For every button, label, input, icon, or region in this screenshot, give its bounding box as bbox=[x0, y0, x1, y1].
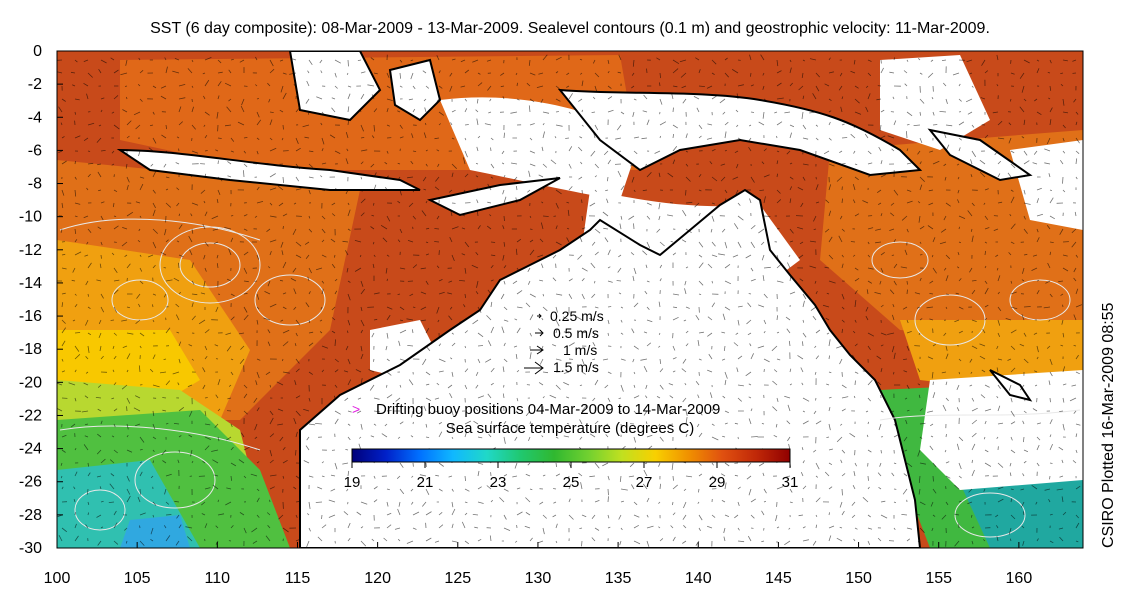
map-layers bbox=[57, 51, 1083, 548]
y-tick-label: -20 bbox=[19, 374, 42, 391]
x-tick-label: 125 bbox=[444, 570, 471, 587]
velocity-label-15: 1.5 m/s bbox=[553, 359, 599, 375]
y-tick-label: -14 bbox=[19, 275, 42, 292]
x-tick-label: 145 bbox=[765, 570, 792, 587]
x-tick-label: 155 bbox=[925, 570, 952, 587]
y-tick-label: -10 bbox=[19, 209, 42, 226]
y-tick-label: -18 bbox=[19, 341, 42, 358]
colorbar-tick-label: 23 bbox=[490, 474, 507, 491]
y-tick-label: -22 bbox=[19, 407, 42, 424]
arrow-05 bbox=[535, 329, 544, 337]
y-tick-label: -28 bbox=[19, 507, 42, 524]
y-tick-label: -8 bbox=[28, 176, 42, 193]
x-tick-label: 110 bbox=[205, 570, 231, 587]
colorbar-title: Sea surface temperature (degrees C) bbox=[446, 420, 694, 437]
y-tick-label: 0 bbox=[33, 43, 42, 60]
x-tick-label: 130 bbox=[525, 570, 552, 587]
y-tick-label: -2 bbox=[28, 76, 42, 93]
x-tick-label: 160 bbox=[1006, 570, 1033, 587]
colorbar-strip bbox=[351, 448, 791, 463]
new-caledonia-island bbox=[989, 369, 1033, 402]
buoy-legend: > Drifting buoy positions 04-Mar-2009 to… bbox=[352, 401, 720, 437]
java-island bbox=[116, 148, 421, 191]
velocity-legend: 0.25 m/s 0.5 m/s 1 m/s 1.5 m/s bbox=[524, 308, 604, 375]
x-tick-label: 120 bbox=[364, 570, 391, 587]
new-guinea-land bbox=[557, 88, 923, 177]
colorbar-tick-label: 31 bbox=[782, 474, 799, 491]
y-axis: 0 -2 -4 -6 -8 -10 -12 -14 -16 -18 -20 -22 -24 -26 -28 -… bbox=[19, 43, 63, 557]
velocity-label-025: 0.25 m/s bbox=[550, 308, 604, 324]
y-tick-label: -6 bbox=[28, 142, 42, 159]
colorbar-tick-label: 29 bbox=[709, 474, 726, 491]
arrow-15 bbox=[524, 361, 544, 375]
buoy-marker: > bbox=[352, 401, 360, 417]
buoy-label: Drifting buoy positions 04-Mar-2009 to 1… bbox=[376, 401, 720, 418]
arrow-1 bbox=[530, 345, 544, 355]
x-tick-label: 135 bbox=[605, 570, 632, 587]
plot-frame bbox=[56, 50, 1084, 549]
geostrophic-velocity-arrows bbox=[57, 54, 1083, 548]
y-tick-label: -30 bbox=[19, 540, 42, 557]
x-tick-label: 150 bbox=[845, 570, 872, 587]
x-tick-label: 105 bbox=[124, 570, 151, 587]
colorbar-tick-label: 19 bbox=[344, 474, 361, 491]
colorbar: 19 21 23 25 27 29 31 bbox=[344, 448, 799, 491]
timor-island bbox=[427, 177, 561, 217]
x-tick-label: 140 bbox=[685, 570, 712, 587]
y-tick-label: -16 bbox=[19, 308, 42, 325]
y-tick-label: -26 bbox=[19, 474, 42, 491]
x-tick-label: 100 bbox=[44, 570, 71, 587]
x-tick-label: 115 bbox=[285, 570, 311, 587]
colorbar-tick-label: 21 bbox=[417, 474, 434, 491]
x-axis: 100 105 110 115 120 125 130 135 140 145 150 155 160 bbox=[44, 542, 1033, 587]
new-britain-island bbox=[927, 128, 1033, 182]
velocity-label-05: 0.5 m/s bbox=[553, 325, 599, 341]
y-tick-label: -12 bbox=[19, 242, 42, 259]
y-tick-label: -24 bbox=[19, 441, 42, 458]
colorbar-tick-label: 27 bbox=[636, 474, 653, 491]
sulawesi-land bbox=[388, 58, 442, 122]
colorbar-tick-label: 25 bbox=[563, 474, 580, 491]
arrow-025 bbox=[537, 313, 542, 319]
velocity-label-1: 1 m/s bbox=[563, 342, 597, 358]
y-tick-label: -4 bbox=[28, 109, 42, 126]
velocity-arrow-strokes bbox=[57, 54, 1083, 548]
borneo-land bbox=[288, 51, 382, 122]
colorbar-ticks: 19 21 23 25 27 29 31 bbox=[344, 462, 799, 491]
sst-blue-sw bbox=[120, 515, 190, 548]
plot-title: SST (6 day composite): 08-Mar-2009 - 13-… bbox=[150, 20, 990, 37]
